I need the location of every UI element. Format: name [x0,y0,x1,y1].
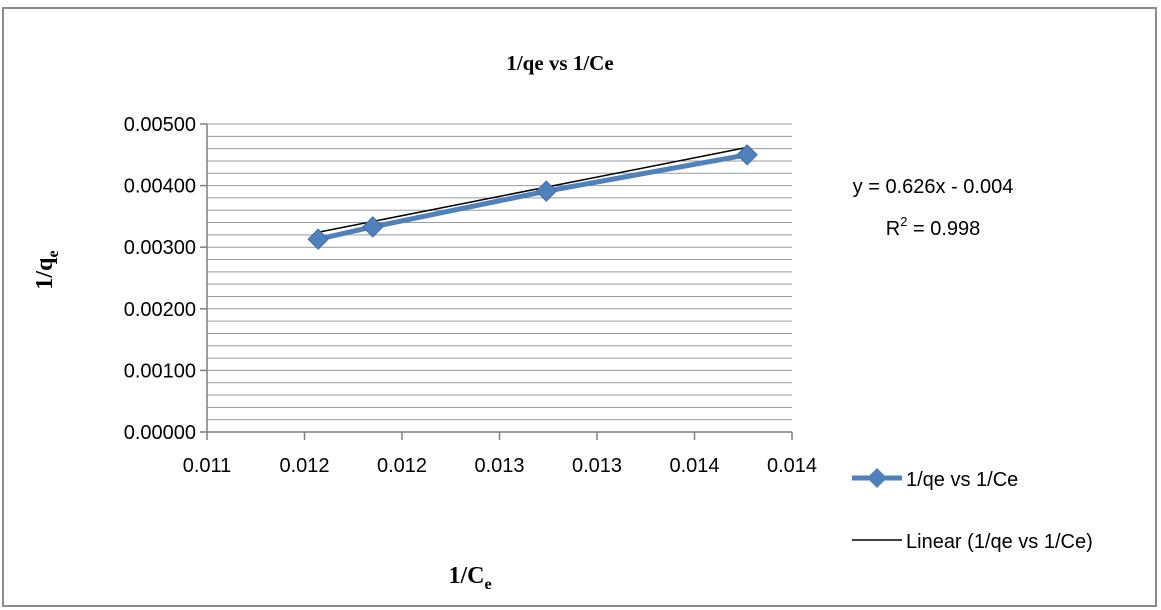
y-tick-label: 0.00000 [124,422,196,444]
r-squared-prefix: R [886,218,900,240]
x-tick-label: 0.013 [572,455,622,477]
y-axis-label: 1/qe [32,250,62,289]
r-squared-value: = 0.998 [907,218,980,240]
gridlines [207,123,792,421]
r-squared-superscript: 2 [900,214,907,229]
x-axis-label-main: 1/C [448,563,484,589]
legend: 1/qe vs 1/Ce Linear (1/qe vs 1/Ce) [852,468,1093,553]
x-axis-label-sub: e [484,576,491,593]
data-point-marker [307,228,329,250]
data-point-marker [362,216,384,238]
data-point-marker [535,180,558,202]
trendline-r-squared: R2 = 0.998 [886,214,981,240]
x-axis-label: 1/Ce [448,563,491,593]
legend-series-marker-swatch [867,468,887,488]
x-tick-label: 0.014 [767,455,817,477]
trendline-equation: y = 0.626x - 0.004 [853,176,1014,198]
legend-trendline-label: Linear (1/qe vs 1/Ce) [906,531,1093,553]
y-axis-label-main: 1/q [32,257,58,290]
x-tick-label: 0.012 [279,455,329,477]
y-tick-label: 0.00300 [124,237,196,259]
x-tick-label: 0.012 [377,455,427,477]
y-tick-label: 0.00500 [124,114,196,136]
series-line [317,152,748,242]
legend-item-series: 1/qe vs 1/Ce [852,468,1018,491]
chart-title: 1/qe vs 1/Ce [506,51,613,75]
legend-item-trendline: Linear (1/qe vs 1/Ce) [852,531,1093,553]
chart-frame [2,7,1157,607]
y-tick-label: 0.00200 [124,299,196,321]
y-tick-labels: 0.00000 0.00100 0.00200 0.00300 0.00400 0.005… [124,114,207,444]
data-point-marker [736,144,758,166]
plot-area [307,144,758,250]
y-tick-label: 0.00100 [124,360,196,382]
legend-series-label: 1/qe vs 1/Ce [906,469,1018,491]
x-tick-labels: 0.011 0.012 0.012 0.013 0.013 0.014 0.014 [183,432,817,477]
y-axis-label-sub: e [45,250,62,257]
x-tick-label: 0.011 [183,455,232,477]
trendline [318,146,748,233]
x-tick-label: 0.013 [474,455,524,477]
x-tick-label: 0.014 [669,455,719,477]
axes [206,124,792,433]
y-tick-label: 0.00400 [124,176,196,198]
